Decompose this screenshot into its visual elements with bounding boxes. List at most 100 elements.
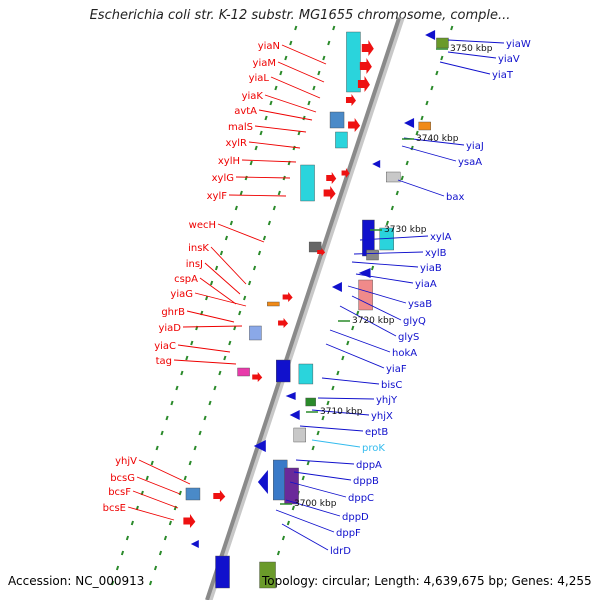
gene-label-right: ysaA bbox=[458, 157, 482, 168]
gene-label-left: bcsG bbox=[110, 473, 135, 484]
scale-label: 3750 kbp bbox=[450, 44, 493, 54]
gene-block bbox=[259, 561, 276, 589]
gene-arrow-reverse bbox=[331, 282, 342, 292]
tick-dot bbox=[115, 565, 120, 571]
tick-dot bbox=[224, 235, 229, 241]
tick-dot bbox=[233, 325, 237, 331]
tick-dot bbox=[160, 430, 164, 436]
gene-arrow-forward bbox=[282, 292, 293, 302]
gene-arrow-forward bbox=[345, 94, 356, 106]
gene-label-right: dppB bbox=[353, 476, 379, 487]
leader-line bbox=[325, 343, 385, 369]
tick-dot bbox=[203, 415, 207, 421]
gene-label-right: proK bbox=[362, 443, 385, 454]
tick-dot bbox=[331, 385, 335, 391]
tick-dot bbox=[145, 475, 149, 481]
gene-block bbox=[215, 555, 230, 589]
gene-block bbox=[267, 301, 280, 307]
tick-dot bbox=[209, 280, 214, 286]
tick-dot bbox=[219, 250, 224, 256]
tick-dot bbox=[173, 505, 177, 511]
tick-dot bbox=[440, 55, 444, 61]
tick-dot bbox=[430, 85, 434, 91]
leader-line bbox=[401, 145, 457, 162]
gene-arrow-forward bbox=[252, 372, 263, 382]
gene-label-left: xylG bbox=[212, 173, 234, 184]
leader-line bbox=[355, 273, 414, 284]
tick-dot bbox=[185, 355, 189, 361]
scale-label: 3730 kbp bbox=[384, 225, 427, 235]
gene-label-right: eptB bbox=[365, 427, 388, 438]
scale-label: 3700 kbp bbox=[294, 499, 337, 509]
tick-dot bbox=[385, 220, 390, 226]
scale-label: 3740 kbp bbox=[416, 134, 459, 144]
tick-dot bbox=[264, 115, 268, 121]
tick-dot bbox=[243, 295, 247, 301]
tick-dot bbox=[289, 40, 293, 46]
gene-block bbox=[418, 121, 431, 131]
leader-line bbox=[311, 439, 361, 448]
tick-dot bbox=[239, 190, 243, 196]
tick-dot bbox=[286, 520, 291, 526]
tick-dot bbox=[405, 160, 409, 166]
leader-line bbox=[138, 459, 191, 485]
tick-dot bbox=[301, 475, 305, 481]
gene-label-right: hokA bbox=[392, 348, 417, 359]
tick-dot bbox=[312, 85, 316, 91]
gene-label-left: avtA bbox=[234, 106, 257, 117]
tick-dot bbox=[356, 310, 360, 316]
gene-label-left: tag bbox=[156, 356, 172, 367]
gene-label-right: glyS bbox=[398, 332, 419, 343]
gene-arrow-reverse bbox=[425, 30, 436, 40]
gene-label-right: dppA bbox=[356, 460, 382, 471]
tick-dot bbox=[110, 580, 115, 586]
gene-arrow-forward bbox=[317, 248, 326, 256]
gene-block bbox=[237, 367, 250, 377]
tick-dot bbox=[326, 400, 330, 406]
tick-dot bbox=[435, 70, 439, 76]
tick-dot bbox=[321, 415, 325, 421]
leader-line bbox=[264, 94, 317, 113]
gene-label-right: yhjX bbox=[371, 411, 393, 422]
gene-block bbox=[249, 325, 262, 341]
gene-block bbox=[335, 131, 348, 149]
tick-dot bbox=[208, 400, 212, 406]
leader-line bbox=[235, 176, 291, 179]
leader-line bbox=[258, 109, 313, 121]
tick-dot bbox=[370, 265, 375, 271]
gene-label-right: ldrD bbox=[330, 546, 351, 557]
gene-label-right: yhjY bbox=[376, 395, 398, 406]
gene-label-left: yiaM bbox=[253, 58, 276, 69]
leader-line bbox=[199, 277, 237, 305]
tick-dot bbox=[327, 40, 331, 46]
leader-line bbox=[182, 325, 243, 328]
gene-label-left: insJ bbox=[186, 259, 203, 270]
gene-label-left: ghrB bbox=[161, 307, 185, 318]
tick-dot bbox=[272, 205, 276, 211]
gene-block bbox=[329, 111, 345, 129]
tick-dot bbox=[317, 70, 321, 76]
gene-label-right: yiaT bbox=[492, 70, 514, 81]
tick-dot bbox=[193, 445, 197, 451]
tick-dot bbox=[254, 145, 258, 151]
leader-line bbox=[217, 223, 265, 243]
gene-arrow-forward bbox=[357, 76, 370, 92]
leader-line bbox=[277, 61, 325, 83]
gene-label-right: ysaB bbox=[408, 299, 432, 310]
tick-dot bbox=[269, 100, 273, 106]
tick-dot bbox=[322, 55, 326, 61]
leader-line bbox=[447, 39, 505, 44]
gene-label-left: yiaG bbox=[170, 289, 193, 300]
leader-line bbox=[329, 329, 391, 353]
gene-arrow-forward bbox=[359, 58, 372, 74]
tick-dot bbox=[420, 115, 424, 121]
leader-line bbox=[132, 490, 179, 509]
leader-line bbox=[317, 397, 375, 400]
tick-dot bbox=[183, 475, 187, 481]
gene-block bbox=[308, 241, 322, 253]
leader-line bbox=[173, 359, 237, 365]
leader-line bbox=[177, 344, 231, 353]
tick-dot bbox=[257, 250, 262, 256]
tick-dot bbox=[332, 25, 336, 31]
